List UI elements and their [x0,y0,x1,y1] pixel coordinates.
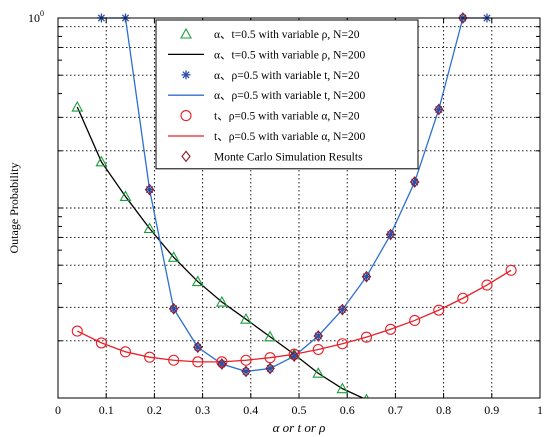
data-point [434,420,444,429]
legend-label-s3: α、ρ=0.5 with variable t, N=20 [214,70,360,82]
data-point [410,412,420,421]
data-point [241,365,251,378]
data-point [363,393,369,398]
x-axis-label: α or t or ρ [273,420,326,435]
data-point [482,430,492,437]
data-point [457,292,469,304]
x-tick-label: 0.8 [436,403,451,417]
data-point [409,314,421,326]
data-point [95,337,107,349]
x-tick-label: 0 [55,403,61,417]
data-point [145,185,155,195]
data-point [361,270,372,283]
data-point [337,303,348,316]
data-point [144,351,156,363]
data-point [169,304,179,314]
data-point [264,330,277,342]
data-point [409,176,420,188]
legend: α、t=0.5 with variable ρ, N=20 α、t=0.5 wit… [155,19,419,170]
data-point-stroke [182,71,190,79]
data-point [434,103,444,116]
data-point [216,356,228,368]
data-point [240,313,252,324]
data-point [71,100,84,112]
data-point [481,279,493,291]
x-tick-label: 0.6 [340,403,355,417]
data-point [288,348,300,360]
data-point [192,356,204,368]
data-point [360,331,373,343]
data-point [313,330,323,342]
x-tick-label: 0.7 [388,403,403,417]
plot-frame [57,17,541,399]
y-axis-label: Outage Probability [7,163,21,254]
data-point [167,251,180,262]
y-tick-base: 10 [28,11,40,25]
data-point [385,228,396,241]
data-point [385,323,397,335]
y-tick-label: 100 [28,9,44,25]
data-point [119,190,132,202]
data-point [337,305,347,315]
data-point [193,341,203,354]
legend-box [155,19,419,170]
data-point [193,342,203,352]
x-tick-label: 0.4 [243,403,258,417]
x-tick-label: 0.2 [147,403,162,417]
data-point [289,350,299,363]
data-point [144,183,155,196]
data-point [312,343,324,356]
data-point [265,363,275,373]
data-point [458,426,468,435]
x-tick-label: 0.9 [484,403,499,417]
legend-label-s1: α、t=0.5 with variable ρ, N=20 [214,29,360,41]
data-point [95,155,108,167]
data-point [180,110,192,122]
data-point [241,366,251,376]
x-tick-label: 0.1 [99,403,114,417]
legend-label-s6: t、ρ=0.5 with variable α, N=200 [214,131,365,143]
data-point [240,354,252,366]
data-point [336,338,348,350]
data-point [71,325,83,337]
data-point [181,70,191,80]
data-point [434,104,444,114]
data-point [433,304,445,316]
data-point [336,382,349,394]
data-point [180,27,192,39]
data-point [119,346,132,358]
data-point [168,302,179,315]
data-point [168,354,180,366]
data-point [386,230,396,240]
data-point [410,177,420,187]
legend-label-s4: α、ρ=0.5 with variable t, N=200 [214,90,365,102]
x-tick-label: 0.5 [292,403,307,417]
data-point [312,367,325,378]
legend-label-s2: α、t=0.5 with variable ρ, N=200 [214,49,365,61]
legend-label-s5: t、ρ=0.5 with variable α, N=20 [214,111,360,123]
plot-series [71,12,517,437]
x-tick-label: 0.3 [195,403,210,417]
data-point [313,331,323,341]
y-tick-exponent: 0 [40,9,44,18]
series-s5 [71,264,517,368]
legend-label-s7: Monte Carlo Simulation Results [214,151,363,163]
data-point [181,150,191,163]
data-point [458,12,468,24]
x-tick-labels: 0 0.1 0.2 0.3 0.4 0.5 0.6 0.7 0.8 0.9 1 [55,403,543,417]
data-point [506,421,516,430]
data-point [143,222,156,234]
data-point [505,264,517,276]
data-point [217,358,227,370]
data-point [265,362,275,375]
data-point [191,275,204,287]
data-point [215,295,228,307]
series-s7 [144,12,468,378]
data-point [361,272,371,282]
x-tick-label: 1 [537,403,543,417]
